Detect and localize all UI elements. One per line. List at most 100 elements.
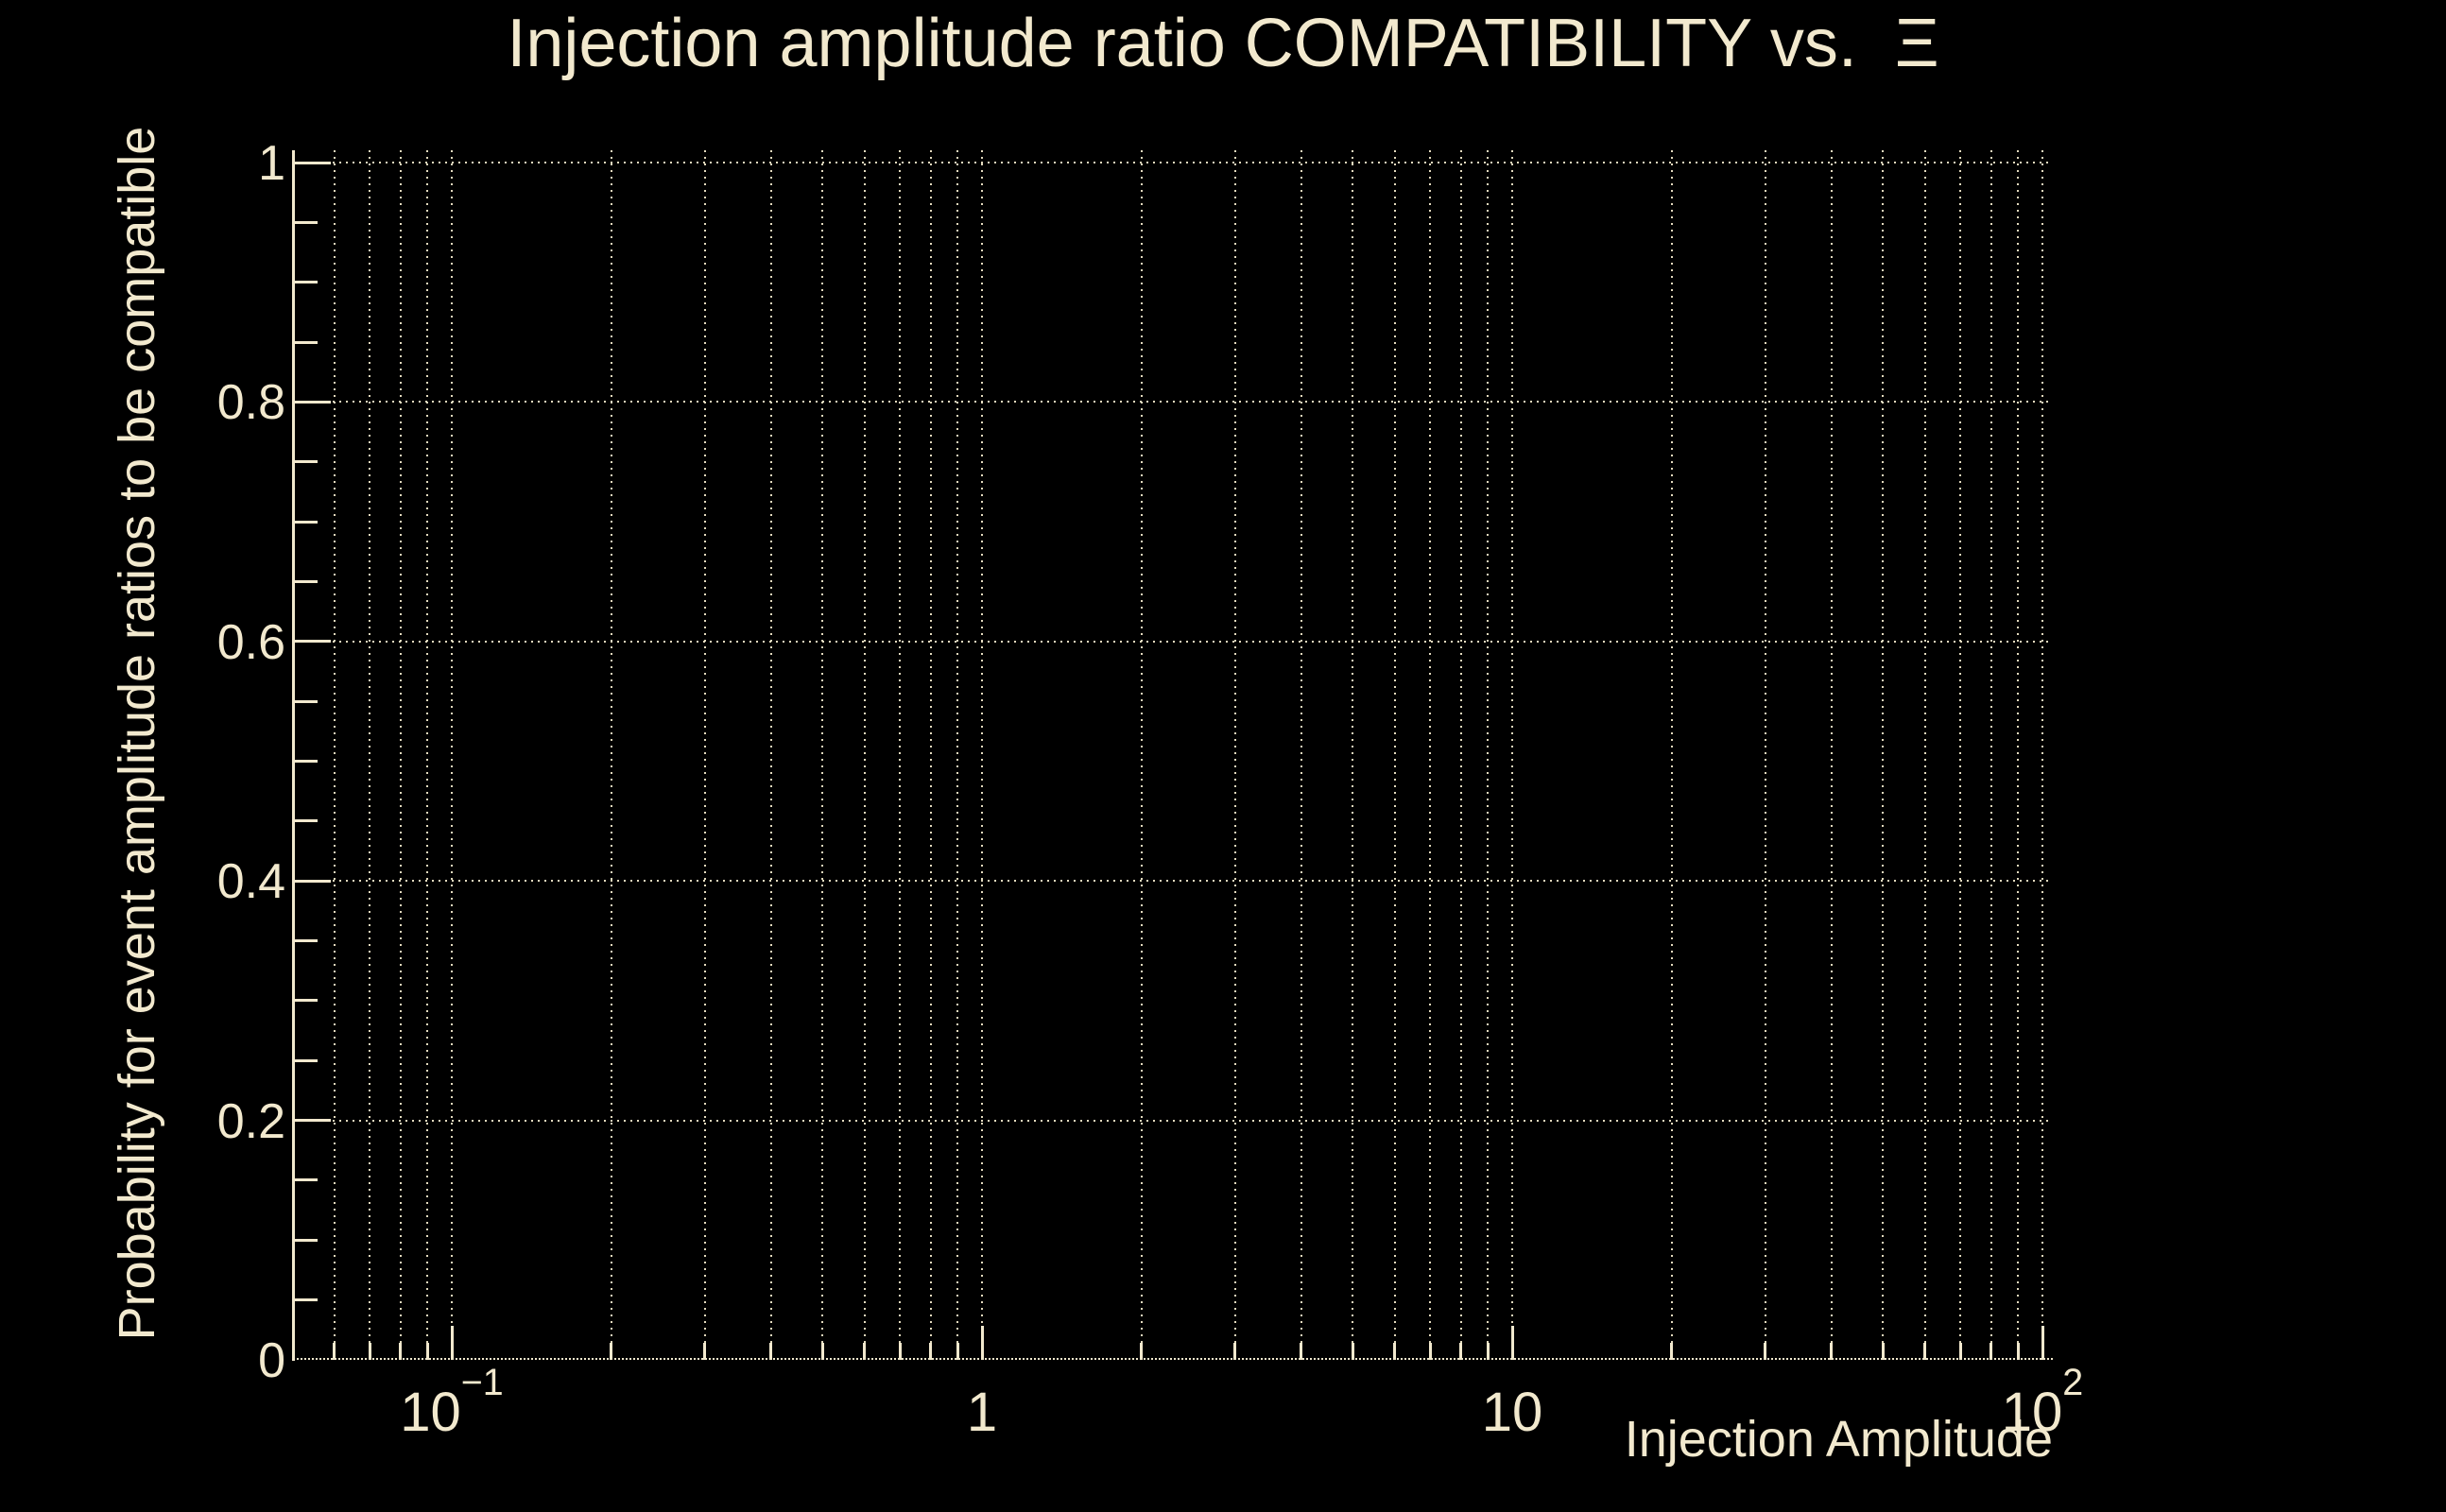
y-minor-tick [293, 1178, 318, 1182]
gridline-vertical [1352, 150, 1354, 1360]
x-axis-line [293, 1358, 2053, 1360]
gridline-vertical [1459, 150, 1462, 1360]
y-minor-tick [293, 1298, 318, 1302]
x-tick-label-exponent: 2 [2062, 1361, 2084, 1403]
x-minor-tick [1830, 1343, 1834, 1360]
x-minor-tick [769, 1343, 773, 1360]
gridline-vertical [426, 150, 429, 1360]
x-minor-tick [425, 1343, 429, 1360]
x-minor-tick [1351, 1343, 1354, 1360]
gridline-vertical [863, 150, 866, 1360]
x-minor-tick [1459, 1343, 1463, 1360]
x-major-tick [450, 1326, 454, 1360]
y-major-tick [293, 640, 331, 644]
x-tick-label-base: 10 [400, 1382, 461, 1443]
gridline-horizontal [293, 880, 2053, 883]
y-minor-tick [293, 460, 318, 464]
gridline-vertical [2041, 150, 2043, 1360]
x-minor-tick [1764, 1343, 1767, 1360]
gridline-horizontal [293, 640, 2053, 643]
x-tick-label-base: 10 [1481, 1382, 1543, 1443]
y-major-tick [293, 161, 331, 164]
x-minor-tick [610, 1343, 613, 1360]
x-tick-label: 1 [967, 1385, 997, 1440]
x-minor-tick [2016, 1343, 2020, 1360]
y-minor-tick [293, 1238, 318, 1242]
y-axis-title: Probability for event amplitude ratios t… [109, 126, 165, 1341]
gridline-vertical [1923, 150, 1926, 1360]
x-tick-label-base: 1 [966, 1382, 998, 1443]
y-axis-line [292, 150, 295, 1361]
gridline-vertical [1429, 150, 1432, 1360]
gridline-horizontal [293, 401, 2053, 404]
x-minor-tick [1428, 1343, 1432, 1360]
y-minor-tick [293, 760, 318, 763]
x-minor-tick [1393, 1343, 1397, 1360]
x-major-tick [980, 1326, 984, 1360]
y-tick-label: 0.8 [216, 375, 285, 431]
x-tick-label: 10−1 [400, 1364, 503, 1443]
y-minor-tick [293, 819, 318, 823]
gridline-vertical [769, 150, 772, 1360]
gridline-vertical [610, 150, 612, 1360]
gridline-vertical [1233, 150, 1236, 1360]
x-minor-tick [1990, 1343, 1993, 1360]
y-minor-tick [293, 520, 318, 524]
y-major-tick [293, 400, 331, 404]
x-minor-tick [703, 1343, 707, 1360]
x-minor-tick [1233, 1343, 1237, 1360]
gridline-vertical [899, 150, 902, 1360]
gridline-vertical [451, 150, 453, 1360]
gridline-vertical [1882, 150, 1885, 1360]
y-minor-tick [293, 699, 318, 703]
gridline-vertical [1511, 150, 1513, 1360]
gridline-vertical [1670, 150, 1673, 1360]
x-minor-tick [1140, 1343, 1144, 1360]
x-minor-tick [399, 1343, 403, 1360]
x-tick-label-base: 10 [2001, 1382, 2063, 1443]
x-minor-tick [1958, 1343, 1962, 1360]
x-major-tick [1510, 1326, 1514, 1360]
gridline-vertical [369, 150, 371, 1360]
y-minor-tick [293, 579, 318, 583]
x-major-tick [2041, 1326, 2044, 1360]
gridline-vertical [1300, 150, 1302, 1360]
y-minor-tick [293, 340, 318, 344]
y-major-tick [293, 1119, 331, 1123]
x-minor-tick [898, 1343, 902, 1360]
x-minor-tick [929, 1343, 933, 1360]
gridline-vertical [1764, 150, 1766, 1360]
gridline-vertical [1140, 150, 1143, 1360]
gridline-vertical [1830, 150, 1833, 1360]
x-minor-tick [1300, 1343, 1303, 1360]
y-tick-label: 0 [258, 1333, 285, 1388]
gridline-vertical [399, 150, 402, 1360]
x-minor-tick [820, 1343, 824, 1360]
y-major-tick [293, 879, 331, 883]
x-minor-tick [1881, 1343, 1885, 1360]
gridline-horizontal [293, 162, 2053, 163]
y-tick-label: 0.6 [216, 614, 285, 670]
y-minor-tick [293, 999, 318, 1003]
x-tick-label: 10 [1482, 1385, 1543, 1440]
gridline-horizontal [293, 1119, 2053, 1122]
gridline-vertical [1393, 150, 1396, 1360]
x-minor-tick [956, 1343, 959, 1360]
gridline-vertical [703, 150, 706, 1360]
y-tick-label: 0.2 [216, 1093, 285, 1149]
x-minor-tick [1923, 1343, 1927, 1360]
x-axis-title: Injection Amplitude [1624, 1411, 2053, 1468]
x-tick-label-exponent: −1 [460, 1361, 504, 1403]
gridline-vertical [2017, 150, 2020, 1360]
x-minor-tick [368, 1343, 371, 1360]
y-minor-tick [293, 1058, 318, 1062]
gridline-vertical [1990, 150, 1992, 1360]
gridline-vertical [821, 150, 824, 1360]
x-minor-tick [1486, 1343, 1490, 1360]
x-tick-label: 102 [2001, 1364, 2083, 1443]
y-tick-label: 1 [258, 136, 285, 191]
chart-title: Injection amplitude ratio COMPATIBILITY … [507, 6, 1939, 81]
y-minor-tick [293, 281, 318, 284]
gridline-vertical [1959, 150, 1962, 1360]
